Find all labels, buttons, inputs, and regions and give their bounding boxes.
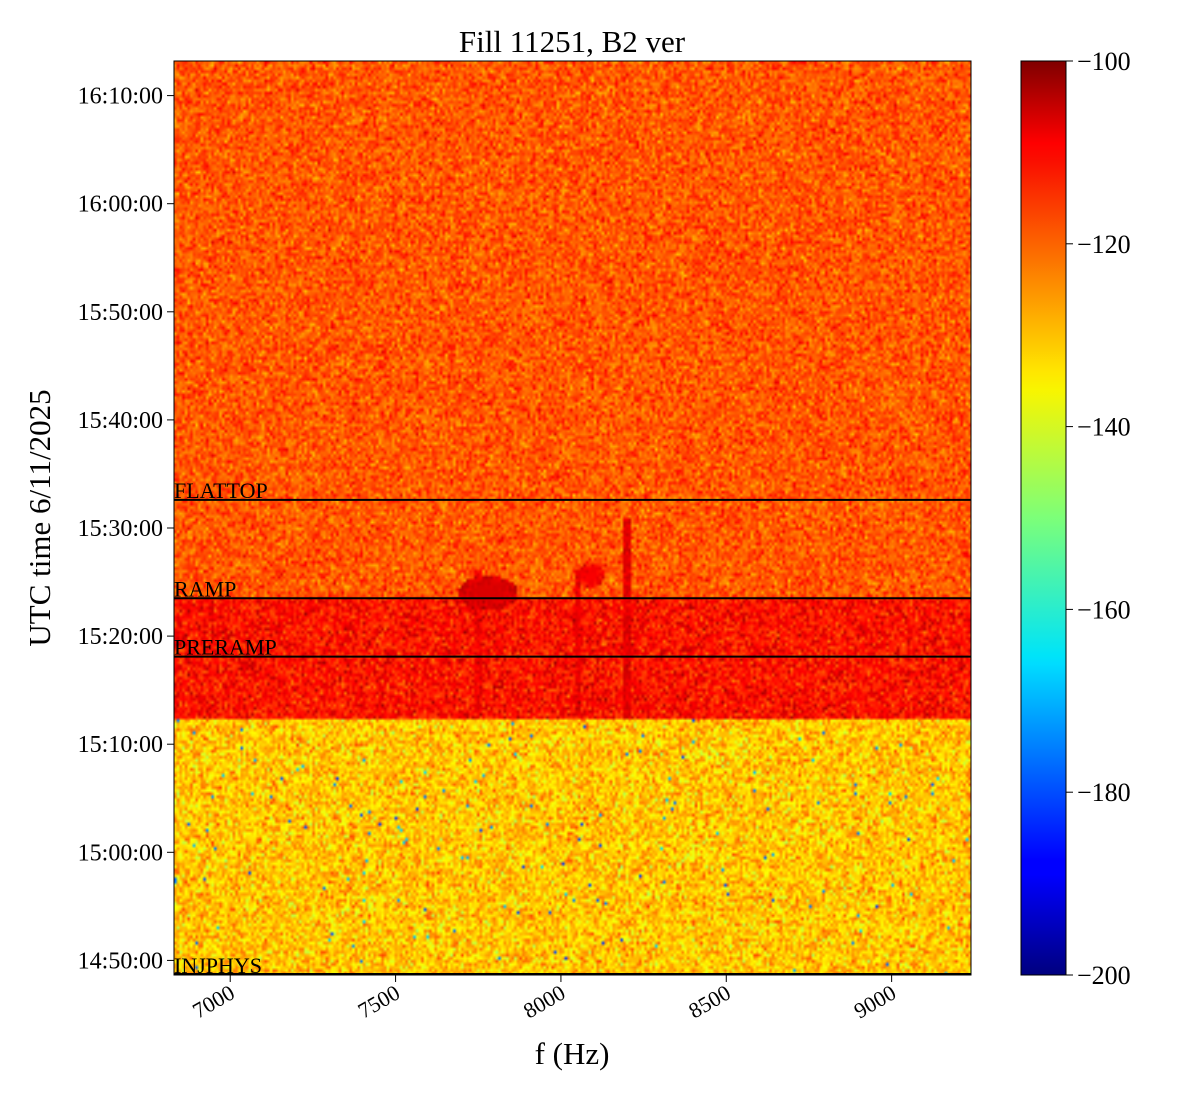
y-tick-label: 15:40:00 <box>78 408 163 434</box>
phase-markers: FLATTOP RAMP PRERAMP INJPHYS <box>174 478 971 978</box>
phase-label-preramp: PRERAMP <box>174 635 277 660</box>
y-tick-label: 15:20:00 <box>78 624 163 650</box>
x-tick-label: 7500 <box>353 980 404 1024</box>
colorbar-axis: −100 −120 −140 −160 −180 −200 <box>1066 47 1131 990</box>
y-tick-label: 15:30:00 <box>78 516 163 542</box>
phase-label-ramp: RAMP <box>174 576 236 601</box>
y-axis-label: UTC time 6/11/2025 <box>22 389 57 646</box>
spectrogram-heatmap <box>174 61 971 975</box>
colorbar-tick-label: −180 <box>1077 778 1131 807</box>
x-tick-label: 9000 <box>850 980 901 1024</box>
phase-label-flattop: FLATTOP <box>174 478 268 503</box>
colorbar-tick-label: −120 <box>1077 230 1131 259</box>
y-tick-label: 16:10:00 <box>78 84 163 110</box>
x-tick-label: 8000 <box>519 980 570 1024</box>
phase-label-injphys: INJPHYS <box>174 953 262 978</box>
x-axis: 7000 7500 8000 8500 9000 <box>188 975 900 1023</box>
x-tick-label: 7000 <box>188 980 239 1024</box>
colorbar-tick-label: −100 <box>1077 47 1131 76</box>
colorbar-tick-label: −160 <box>1077 595 1131 624</box>
x-axis-label: f (Hz) <box>535 1036 610 1071</box>
y-axis: 14:50:00 15:00:00 15:10:00 15:20:00 15:30:00… <box>78 84 174 974</box>
y-tick-label: 15:50:00 <box>78 300 163 326</box>
y-tick-label: 16:00:00 <box>78 192 163 218</box>
colorbar <box>1020 60 1067 976</box>
chart-title: Fill 11251, B2 ver <box>459 24 686 59</box>
colorbar-tick-label: −140 <box>1077 413 1131 442</box>
y-tick-label: 15:10:00 <box>78 732 163 758</box>
plot-frame <box>173 60 972 976</box>
y-tick-label: 14:50:00 <box>78 948 163 974</box>
x-tick-label: 8500 <box>684 980 735 1024</box>
y-tick-label: 15:00:00 <box>78 840 163 866</box>
colorbar-tick-label: −200 <box>1077 961 1131 990</box>
